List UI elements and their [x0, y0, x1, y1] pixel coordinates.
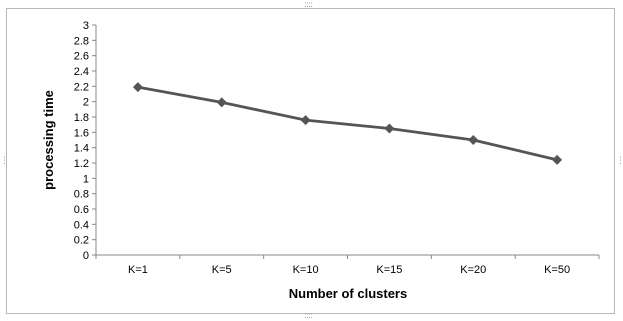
data-point-marker — [468, 135, 479, 145]
data-point-marker — [216, 97, 227, 108]
y-tick-label: 1.8 — [74, 112, 89, 124]
x-tick-label: K=50 — [544, 264, 570, 276]
y-axis-title: processing time — [41, 90, 56, 190]
y-tick-label: 2.8 — [74, 35, 89, 47]
y-tick-label: 1.4 — [74, 143, 89, 155]
x-tick-label: K=10 — [293, 264, 319, 276]
series-group — [132, 82, 563, 165]
x-axis-ticks: K=1 K=5 K=10 K=15 K=20 K=50 — [95, 255, 600, 276]
x-tick-label: K=20 — [460, 264, 486, 276]
resize-handle-top[interactable]: :::: — [304, 0, 313, 10]
y-tick-label: 1 — [83, 173, 89, 185]
y-tick-label: 0.8 — [74, 189, 89, 201]
data-point-marker — [132, 82, 143, 93]
data-point-marker — [300, 115, 311, 126]
y-tick-label: 0.6 — [74, 204, 89, 216]
y-tick-label: 2.2 — [74, 81, 89, 93]
resize-handle-bottom[interactable]: :::: — [304, 311, 313, 321]
y-tick-label: 0.2 — [74, 235, 89, 247]
chart-axes — [95, 25, 599, 256]
y-tick-label: 1.2 — [74, 158, 89, 170]
chart-frame — [6, 8, 615, 314]
x-axis-title: Number of clusters — [289, 286, 407, 301]
x-tick-label: K=15 — [376, 264, 402, 276]
y-tick-label: 0.4 — [74, 219, 89, 231]
y-tick-label: 2.6 — [74, 51, 89, 63]
y-tick-label: 1.6 — [74, 127, 89, 139]
data-point-marker — [384, 123, 395, 134]
y-tick-label: 2.4 — [74, 66, 89, 78]
y-tick-label: 2 — [83, 97, 89, 109]
y-axis-ticks: 0 0.2 0.4 0.6 0.8 1 1.2 1.4 1.6 1.8 2 2.2 2.4 2.6 2.8 3 — [74, 20, 96, 262]
x-tick-label: K=5 — [212, 264, 232, 276]
x-tick-label: K=1 — [128, 264, 148, 276]
series-line — [137, 85, 558, 162]
resize-handle-left[interactable]: ⋮ — [0, 156, 9, 166]
data-point-marker — [552, 154, 563, 165]
resize-handle-right[interactable]: ⋮ — [616, 156, 623, 166]
y-tick-label: 3 — [83, 20, 89, 32]
y-tick-label: 0 — [83, 250, 89, 262]
